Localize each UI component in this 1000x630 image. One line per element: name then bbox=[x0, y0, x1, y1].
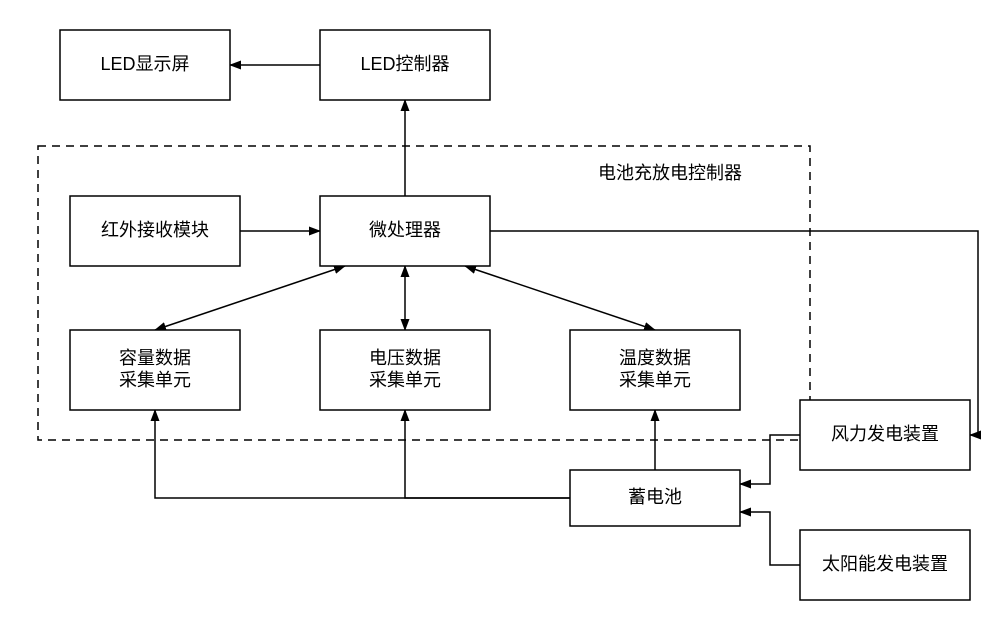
node-led_controller-label: LED控制器 bbox=[360, 54, 449, 74]
node-wind-label: 风力发电装置 bbox=[831, 424, 939, 444]
node-capacity: 容量数据采集单元 bbox=[70, 330, 240, 410]
node-battery-label: 蓄电池 bbox=[628, 487, 682, 507]
edge-wind_to_batt bbox=[740, 435, 800, 484]
node-led_controller: LED控制器 bbox=[320, 30, 490, 100]
nodes-layer: LED显示屏LED控制器红外接收模块微处理器容量数据采集单元电压数据采集单元温度… bbox=[60, 30, 970, 600]
edges-layer bbox=[155, 65, 978, 565]
edge-mcu_temperature bbox=[465, 266, 655, 330]
edge-batt_to_voltage bbox=[405, 410, 570, 498]
node-temperature: 温度数据采集单元 bbox=[570, 330, 740, 410]
edge-solar_to_batt bbox=[740, 512, 800, 565]
block-diagram: 电池充放电控制器 LED显示屏LED控制器红外接收模块微处理器容量数据采集单元电… bbox=[0, 0, 1000, 630]
node-capacity-label: 容量数据 bbox=[119, 348, 191, 368]
node-voltage: 电压数据采集单元 bbox=[320, 330, 490, 410]
edge-batt_to_capacity bbox=[155, 410, 570, 498]
node-temperature-label: 采集单元 bbox=[619, 370, 691, 390]
node-led_display-label: LED显示屏 bbox=[100, 54, 189, 74]
edge-mcu_capacity bbox=[155, 266, 345, 330]
node-solar-label: 太阳能发电装置 bbox=[822, 554, 948, 574]
node-ir_module: 红外接收模块 bbox=[70, 196, 240, 266]
node-battery: 蓄电池 bbox=[570, 470, 740, 526]
node-led_display: LED显示屏 bbox=[60, 30, 230, 100]
node-ir_module-label: 红外接收模块 bbox=[101, 220, 209, 240]
node-mcu-label: 微处理器 bbox=[369, 220, 441, 240]
node-mcu: 微处理器 bbox=[320, 196, 490, 266]
node-capacity-label: 采集单元 bbox=[119, 370, 191, 390]
node-wind: 风力发电装置 bbox=[800, 400, 970, 470]
dashed-container-label: 电池充放电控制器 bbox=[598, 163, 742, 183]
node-voltage-label: 采集单元 bbox=[369, 370, 441, 390]
node-voltage-label: 电压数据 bbox=[369, 348, 441, 368]
node-temperature-label: 温度数据 bbox=[619, 348, 691, 368]
node-solar: 太阳能发电装置 bbox=[800, 530, 970, 600]
